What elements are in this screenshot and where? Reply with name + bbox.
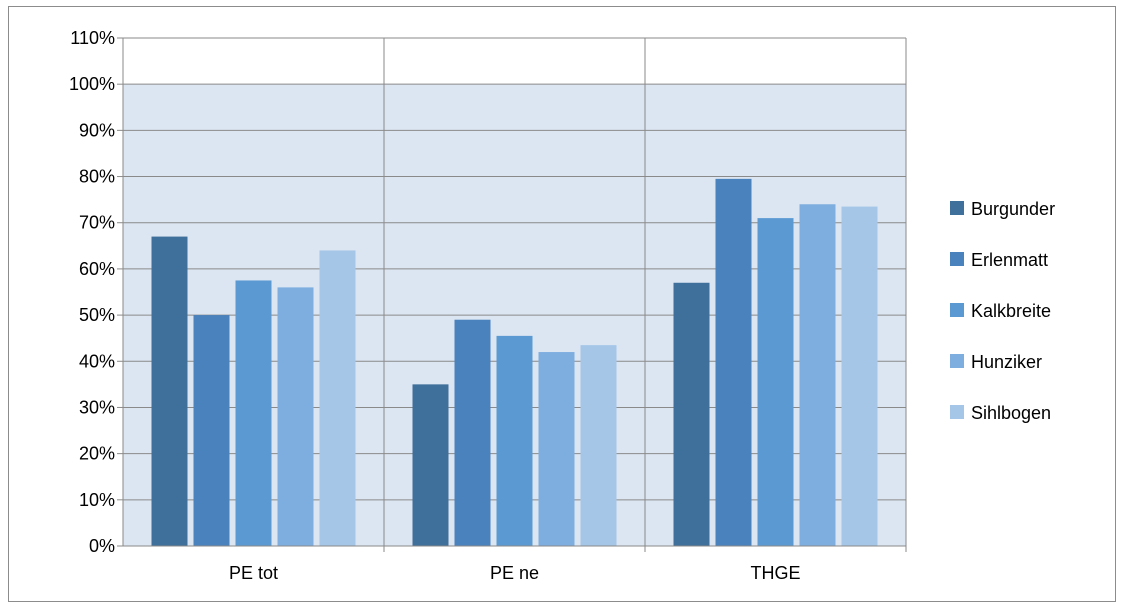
bar-kalkbreite-pe-ne — [496, 335, 533, 546]
y-tick-label: 40% — [79, 351, 115, 371]
bar-sihlbogen-pe-tot — [319, 250, 356, 546]
x-tick-label: THGE — [750, 563, 800, 583]
bar-sihlbogen-thge — [841, 206, 878, 546]
legend-swatch-erlenmatt — [950, 252, 964, 266]
y-tick-label: 70% — [79, 213, 115, 233]
bar-erlenmatt-thge — [715, 178, 752, 546]
legend-label-kalkbreite: Kalkbreite — [971, 301, 1051, 321]
y-tick-label: 110% — [70, 28, 115, 48]
bar-erlenmatt-pe-ne — [454, 319, 491, 546]
bar-sihlbogen-pe-ne — [580, 345, 617, 546]
y-tick-label: 80% — [79, 167, 115, 187]
y-tick-label: 10% — [79, 490, 115, 510]
legend-label-burgunder: Burgunder — [971, 199, 1055, 219]
bar-kalkbreite-pe-tot — [235, 280, 272, 546]
bar-hunziker-thge — [799, 204, 836, 546]
bar-hunziker-pe-ne — [538, 352, 575, 546]
legend-label-erlenmatt: Erlenmatt — [971, 250, 1048, 270]
y-tick-label: 30% — [79, 397, 115, 417]
bar-burgunder-pe-tot — [151, 236, 188, 546]
y-tick-label: 20% — [79, 444, 115, 464]
legend-swatch-sihlbogen — [950, 405, 964, 419]
y-tick-label: 50% — [79, 305, 115, 325]
bar-burgunder-pe-ne — [412, 384, 449, 546]
legend-label-sihlbogen: Sihlbogen — [971, 403, 1051, 423]
y-tick-label: 60% — [79, 259, 115, 279]
bar-erlenmatt-pe-tot — [193, 315, 230, 546]
legend-label-hunziker: Hunziker — [971, 352, 1042, 372]
y-tick-label: 0% — [89, 536, 115, 556]
y-tick-label: 90% — [79, 120, 115, 140]
x-tick-label: PE ne — [490, 563, 539, 583]
x-tick-label: PE tot — [229, 563, 278, 583]
y-tick-label: 100% — [69, 74, 115, 94]
bar-kalkbreite-thge — [757, 218, 794, 547]
legend-swatch-kalkbreite — [950, 303, 964, 317]
legend-swatch-hunziker — [950, 354, 964, 368]
bar-burgunder-thge — [673, 282, 710, 546]
legend-swatch-burgunder — [950, 201, 964, 215]
bar-hunziker-pe-tot — [277, 287, 314, 546]
